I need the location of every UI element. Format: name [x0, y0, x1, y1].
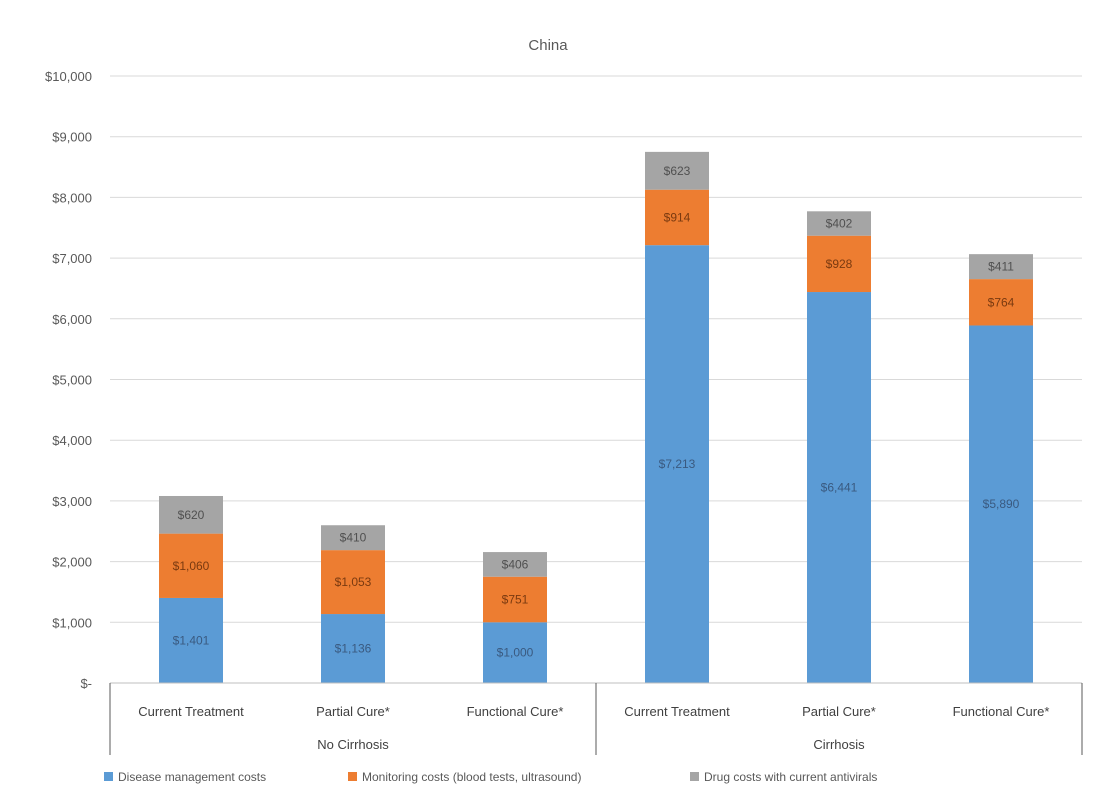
- data-label: $1,053: [335, 575, 372, 589]
- y-tick-label: $1,000: [52, 615, 92, 630]
- bar-segment: [159, 495, 223, 534]
- bar-segment: [483, 576, 547, 623]
- bar-segment: [159, 597, 223, 683]
- y-axis: $- $1,000 $2,000 $3,000 $4,000 $5,000 $6,000 $7…: [45, 69, 92, 691]
- bars: $1,401 $1,060 $620 $1,136 $1,053 $410 $1,000 $7…: [159, 151, 1033, 683]
- y-tick-label: $-: [80, 676, 92, 691]
- y-tick-label: $2,000: [52, 555, 92, 570]
- data-label: $928: [826, 257, 853, 271]
- bar-segment: [969, 279, 1033, 326]
- chart-title: China: [528, 37, 568, 54]
- x-axis: Current Treatment Partial Cure* Functional…: [109, 682, 1083, 755]
- bar-segment: [645, 189, 709, 246]
- bar-segment: [483, 622, 547, 683]
- data-label: $1,060: [173, 559, 210, 573]
- bar-segment: [969, 254, 1033, 280]
- y-tick-label: $10,000: [45, 69, 92, 84]
- data-label: $623: [664, 164, 691, 178]
- x-category-label: Partial Cure*: [802, 704, 876, 719]
- y-tick-label: $9,000: [52, 130, 92, 145]
- y-tick-label: $3,000: [52, 494, 92, 509]
- data-label: $914: [664, 210, 691, 224]
- bar-segment: [321, 550, 385, 615]
- legend-swatch: [104, 772, 113, 781]
- data-label: $410: [340, 531, 367, 545]
- data-label: $1,000: [497, 646, 534, 660]
- data-label: $764: [988, 295, 1015, 309]
- bar-segment: [969, 325, 1033, 683]
- data-label: $402: [826, 217, 853, 231]
- data-label: $7,213: [659, 457, 696, 471]
- y-tick-label: $5,000: [52, 373, 92, 388]
- data-label: $5,890: [983, 497, 1020, 511]
- data-label: $1,401: [173, 633, 210, 647]
- y-tick-label: $4,000: [52, 433, 92, 448]
- data-label: $411: [988, 260, 1014, 274]
- x-category-label: Current Treatment: [624, 704, 730, 719]
- bar-segment: [321, 614, 385, 683]
- bar-segment: [645, 151, 709, 190]
- bar-segment: [483, 552, 547, 577]
- x-category-label: Functional Cure*: [467, 704, 564, 719]
- bar-segment: [807, 292, 871, 683]
- data-label: $406: [502, 557, 529, 571]
- legend: Disease management costs Monitoring costs…: [104, 770, 877, 784]
- data-label: $751: [502, 593, 529, 607]
- x-group-label: Cirrhosis: [813, 737, 865, 752]
- bar-segment: [645, 245, 709, 683]
- gridlines: [110, 75, 1082, 623]
- bar-segment: [807, 235, 871, 293]
- data-label: $1,136: [335, 642, 372, 656]
- bar-segment: [159, 533, 223, 598]
- data-label: $6,441: [821, 481, 858, 495]
- y-tick-label: $8,000: [52, 190, 92, 205]
- legend-label: Disease management costs: [118, 770, 266, 784]
- x-category-label: Functional Cure*: [953, 704, 1050, 719]
- x-group-label: No Cirrhosis: [317, 737, 389, 752]
- data-label: $620: [178, 508, 205, 522]
- legend-swatch: [690, 772, 699, 781]
- x-category-label: Partial Cure*: [316, 704, 390, 719]
- x-category-label: Current Treatment: [138, 704, 244, 719]
- legend-label: Monitoring costs (blood tests, ultrasoun…: [362, 770, 581, 784]
- y-tick-label: $7,000: [52, 251, 92, 266]
- legend-swatch: [348, 772, 357, 781]
- legend-label: Drug costs with current antivirals: [704, 770, 877, 784]
- bar-segment: [807, 211, 871, 236]
- bar-segment: [321, 525, 385, 551]
- y-tick-label: $6,000: [52, 312, 92, 327]
